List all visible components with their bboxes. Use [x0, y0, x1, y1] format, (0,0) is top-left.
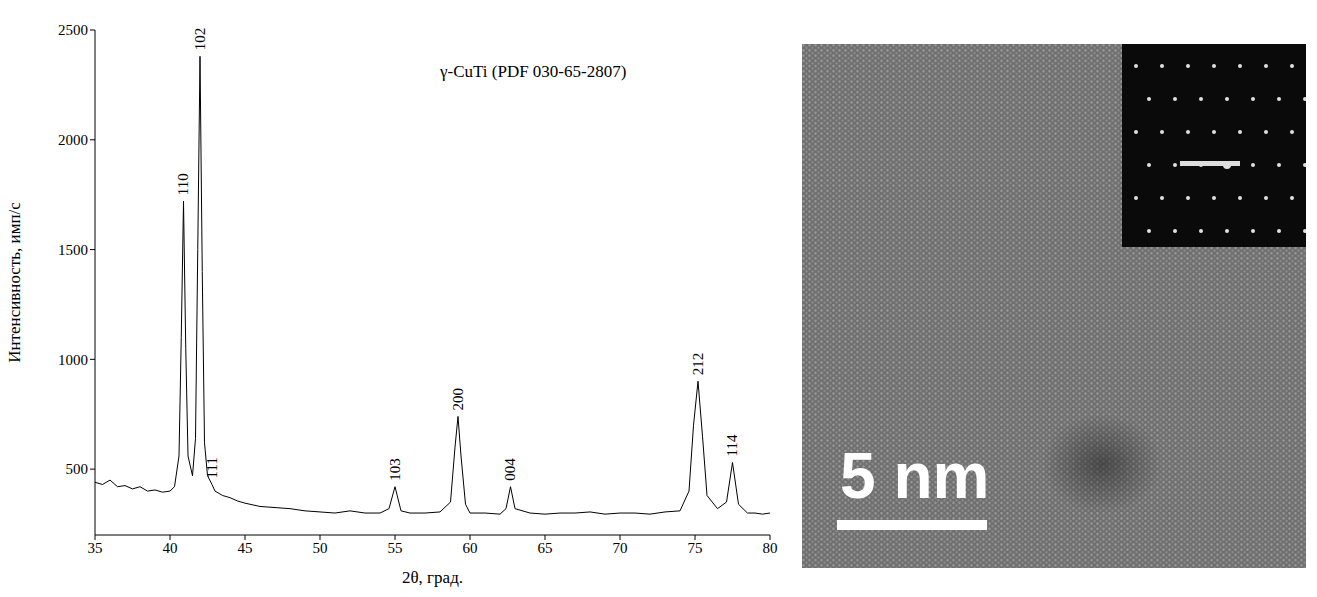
svg-text:40: 40 — [163, 540, 178, 556]
svg-text:110: 110 — [176, 173, 192, 195]
svg-text:Интенсивность, имп/с: Интенсивность, имп/с — [5, 202, 24, 363]
html-text:5 nm: 5 nm — [840, 440, 990, 512]
svg-text:45: 45 — [238, 540, 253, 556]
svg-text:200: 200 — [450, 388, 466, 411]
svg-text:60: 60 — [463, 540, 478, 556]
svg-text:1500: 1500 — [58, 242, 88, 258]
svg-text:102: 102 — [192, 28, 208, 51]
svg-text:80: 80 — [763, 540, 778, 556]
svg-text:50: 50 — [313, 540, 328, 556]
svg-text:2500: 2500 — [58, 22, 88, 38]
svg-text:2θ, град.: 2θ, град. — [402, 568, 463, 587]
svg-text:70: 70 — [613, 540, 628, 556]
html-text:γ-CuTi (PDF 030-65-2807): γ-CuTi (PDF 030-65-2807) — [440, 62, 627, 81]
svg-text:1000: 1000 — [58, 352, 88, 368]
svg-text:2000: 2000 — [58, 132, 88, 148]
svg-text:212: 212 — [690, 353, 706, 376]
svg-text:103: 103 — [387, 458, 403, 481]
svg-text:55: 55 — [388, 540, 403, 556]
svg-text:111: 111 — [204, 457, 220, 478]
svg-text:114: 114 — [725, 434, 741, 456]
svg-text:75: 75 — [688, 540, 703, 556]
svg-text:004: 004 — [503, 458, 519, 481]
svg-text:35: 35 — [88, 540, 103, 556]
svg-text:500: 500 — [66, 461, 89, 477]
svg-text:65: 65 — [538, 540, 553, 556]
